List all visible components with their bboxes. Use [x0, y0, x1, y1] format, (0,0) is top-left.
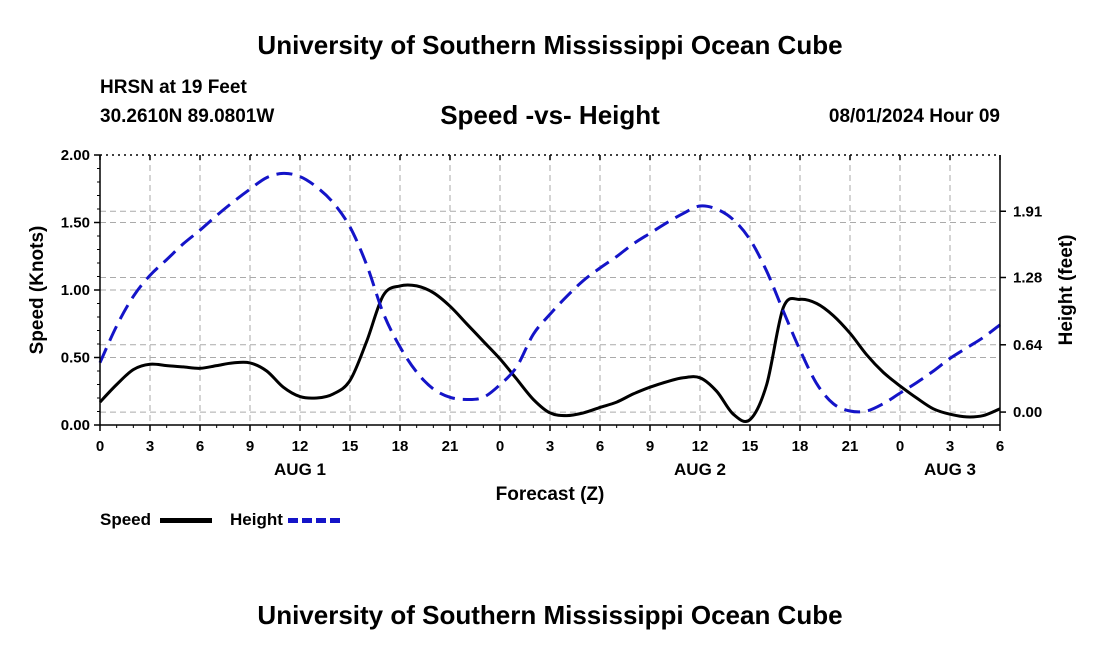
- x-tick-label: 18: [792, 438, 809, 455]
- y-tick-label: 2.00: [61, 147, 90, 164]
- y-tick-label: 0.50: [61, 350, 90, 367]
- legend-speed: Speed: [100, 510, 212, 530]
- chart-subtitle: Speed -vs- Height: [440, 100, 660, 130]
- x-tick-label: 12: [692, 438, 709, 455]
- station-coordinates: 30.2610N 89.0801W: [100, 106, 275, 127]
- series-line-height: [98, 171, 1001, 414]
- x-axis-label: Forecast (Z): [496, 484, 605, 505]
- x-tick-label: 9: [646, 438, 654, 455]
- y2-tick-label: 1.91: [1013, 203, 1042, 220]
- x-tick-label: 15: [742, 438, 759, 455]
- y-tick-label: 1.00: [61, 282, 90, 299]
- day-label: AUG 3: [924, 460, 976, 479]
- x-tick-label: 21: [842, 438, 859, 455]
- legend-height: Height: [230, 510, 340, 530]
- y-tick-label: 1.50: [61, 215, 90, 232]
- chart-main-title: University of Southern Mississippi Ocean…: [257, 30, 843, 60]
- y2-axis-label: Height (feet): [1056, 235, 1077, 346]
- x-tick-label: 3: [546, 438, 554, 455]
- x-tick-label: 0: [496, 438, 504, 455]
- forecast-datetime: 08/01/2024 Hour 09: [828, 106, 1000, 127]
- x-tick-label: 0: [896, 438, 904, 455]
- legend-speed-swatch: [159, 518, 212, 524]
- legend-height-label: Height: [230, 510, 283, 529]
- x-tick-label: 6: [996, 438, 1004, 455]
- x-tick-label: 12: [292, 438, 309, 455]
- x-tick-label: 21: [442, 438, 459, 455]
- legend-speed-label: Speed: [100, 510, 152, 529]
- x-tick-label: 0: [96, 438, 104, 455]
- y2-tick-label: 1.28: [1013, 269, 1042, 286]
- x-tick-label: 6: [196, 438, 204, 455]
- footer-title: University of Southern Mississippi Ocean…: [257, 600, 843, 630]
- legend-height-swatch: [287, 518, 340, 524]
- x-tick-label: 3: [946, 438, 954, 455]
- y-tick-label: 0.00: [61, 417, 90, 434]
- x-tick-label: 3: [146, 438, 154, 455]
- y2-tick-label: 0.64: [1013, 337, 1043, 354]
- day-label: AUG 1: [274, 460, 326, 479]
- y-axis-label: Speed (Knots): [27, 226, 48, 355]
- series-line-speed: [98, 283, 1001, 424]
- grid-layer: [100, 155, 1000, 425]
- axis-layer: 0 3 6 9 12 15 18 21 0 3 6 9 12 15 18 21 0 3 6 AUG 1 AUG 2 AUG…: [61, 147, 1043, 479]
- x-tick-label: 9: [246, 438, 254, 455]
- y2-tick-label: 0.00: [1013, 404, 1042, 421]
- x-tick-label: 18: [392, 438, 409, 455]
- x-tick-label: 15: [342, 438, 359, 455]
- series-layer: [98, 171, 1001, 424]
- day-label: AUG 2: [674, 460, 726, 479]
- x-tick-label: 6: [596, 438, 604, 455]
- station-name: HRSN at 19 Feet: [100, 77, 247, 98]
